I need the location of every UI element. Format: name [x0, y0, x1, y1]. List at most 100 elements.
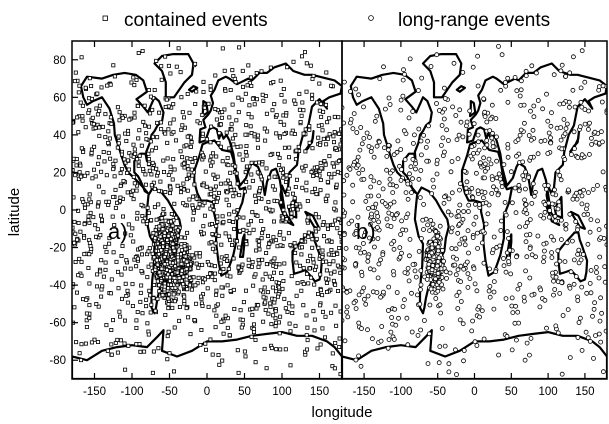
- event-point: [267, 175, 272, 180]
- event-point: [83, 341, 88, 346]
- event-point: [592, 300, 597, 306]
- event-point: [475, 132, 481, 138]
- event-point: [391, 272, 397, 278]
- event-point: [157, 110, 162, 115]
- event-point: [83, 205, 88, 210]
- event-point: [261, 295, 266, 300]
- event-point: [168, 282, 173, 287]
- event-point: [89, 150, 94, 155]
- event-point: [530, 181, 536, 187]
- event-point: [514, 153, 519, 159]
- event-point: [447, 270, 453, 276]
- event-point: [563, 226, 569, 232]
- panel-b: -150 -100 -50 0 50 100 150 b): [341, 40, 608, 398]
- event-point: [139, 143, 144, 148]
- event-point: [323, 102, 328, 107]
- event-point: [194, 251, 199, 256]
- event-point: [277, 262, 282, 267]
- event-point: [567, 70, 573, 76]
- event-point: [145, 205, 150, 210]
- event-point: [409, 190, 414, 196]
- event-point: [368, 184, 374, 190]
- event-point: [475, 188, 481, 194]
- event-point: [287, 174, 292, 179]
- event-point: [182, 125, 187, 130]
- event-point: [325, 226, 330, 231]
- y-tick-label: -20: [49, 243, 66, 255]
- event-point: [471, 221, 477, 227]
- event-point: [416, 176, 422, 182]
- event-point: [271, 270, 276, 275]
- event-point: [318, 101, 323, 106]
- event-point: [382, 106, 388, 112]
- event-point: [313, 229, 318, 234]
- event-point: [596, 331, 602, 337]
- event-point: [308, 275, 313, 280]
- event-point: [551, 292, 556, 298]
- event-point: [317, 81, 322, 86]
- event-point: [273, 289, 278, 294]
- event-point: [264, 262, 269, 267]
- event-point: [190, 253, 195, 258]
- event-point: [551, 278, 556, 284]
- event-point: [487, 283, 493, 289]
- event-point: [306, 230, 311, 235]
- event-point: [243, 170, 248, 175]
- event-point: [180, 155, 185, 160]
- event-point: [356, 320, 362, 326]
- event-point: [535, 98, 541, 103]
- event-point: [522, 207, 528, 213]
- event-point: [182, 298, 187, 303]
- event-point: [518, 127, 524, 133]
- event-point: [576, 247, 582, 253]
- event-point: [262, 126, 267, 131]
- event-point: [73, 259, 78, 264]
- event-point: [130, 282, 135, 287]
- event-point: [390, 190, 396, 196]
- panel-a-x-axis: -150 -100 -50 0 50 100 150: [83, 41, 329, 398]
- event-point: [391, 336, 397, 342]
- event-point: [146, 124, 151, 129]
- event-point: [177, 318, 182, 323]
- event-point: [188, 135, 193, 140]
- event-point: [157, 224, 162, 229]
- event-point: [297, 91, 302, 96]
- event-point: [230, 102, 235, 107]
- event-point: [214, 292, 219, 297]
- event-point: [528, 137, 534, 143]
- y-tick-label: -40: [49, 280, 66, 292]
- event-point: [308, 253, 313, 258]
- event-point: [433, 276, 438, 282]
- event-point: [407, 236, 413, 242]
- event-point: [398, 97, 404, 103]
- event-point: [253, 193, 258, 198]
- event-point: [419, 75, 425, 81]
- event-point: [95, 227, 100, 232]
- event-point: [433, 296, 439, 301]
- event-point: [566, 187, 571, 193]
- event-point: [557, 258, 563, 264]
- event-point: [334, 182, 339, 187]
- coastline-0: [349, 71, 433, 195]
- event-point: [475, 83, 481, 89]
- event-point: [344, 304, 350, 310]
- event-point: [349, 218, 355, 224]
- event-point: [494, 158, 500, 164]
- event-point: [337, 158, 342, 163]
- event-point: [204, 137, 209, 142]
- event-point: [94, 234, 99, 239]
- event-point: [367, 221, 373, 227]
- event-point: [256, 243, 261, 248]
- event-point: [299, 113, 304, 118]
- event-point: [285, 309, 290, 314]
- event-point: [86, 265, 91, 270]
- event-point: [130, 226, 135, 231]
- event-point: [271, 80, 276, 85]
- event-point: [363, 301, 369, 307]
- event-point: [156, 202, 161, 207]
- event-point: [320, 248, 325, 253]
- event-point: [128, 233, 133, 238]
- event-point: [457, 202, 463, 208]
- event-point: [268, 152, 273, 157]
- event-point: [333, 303, 338, 308]
